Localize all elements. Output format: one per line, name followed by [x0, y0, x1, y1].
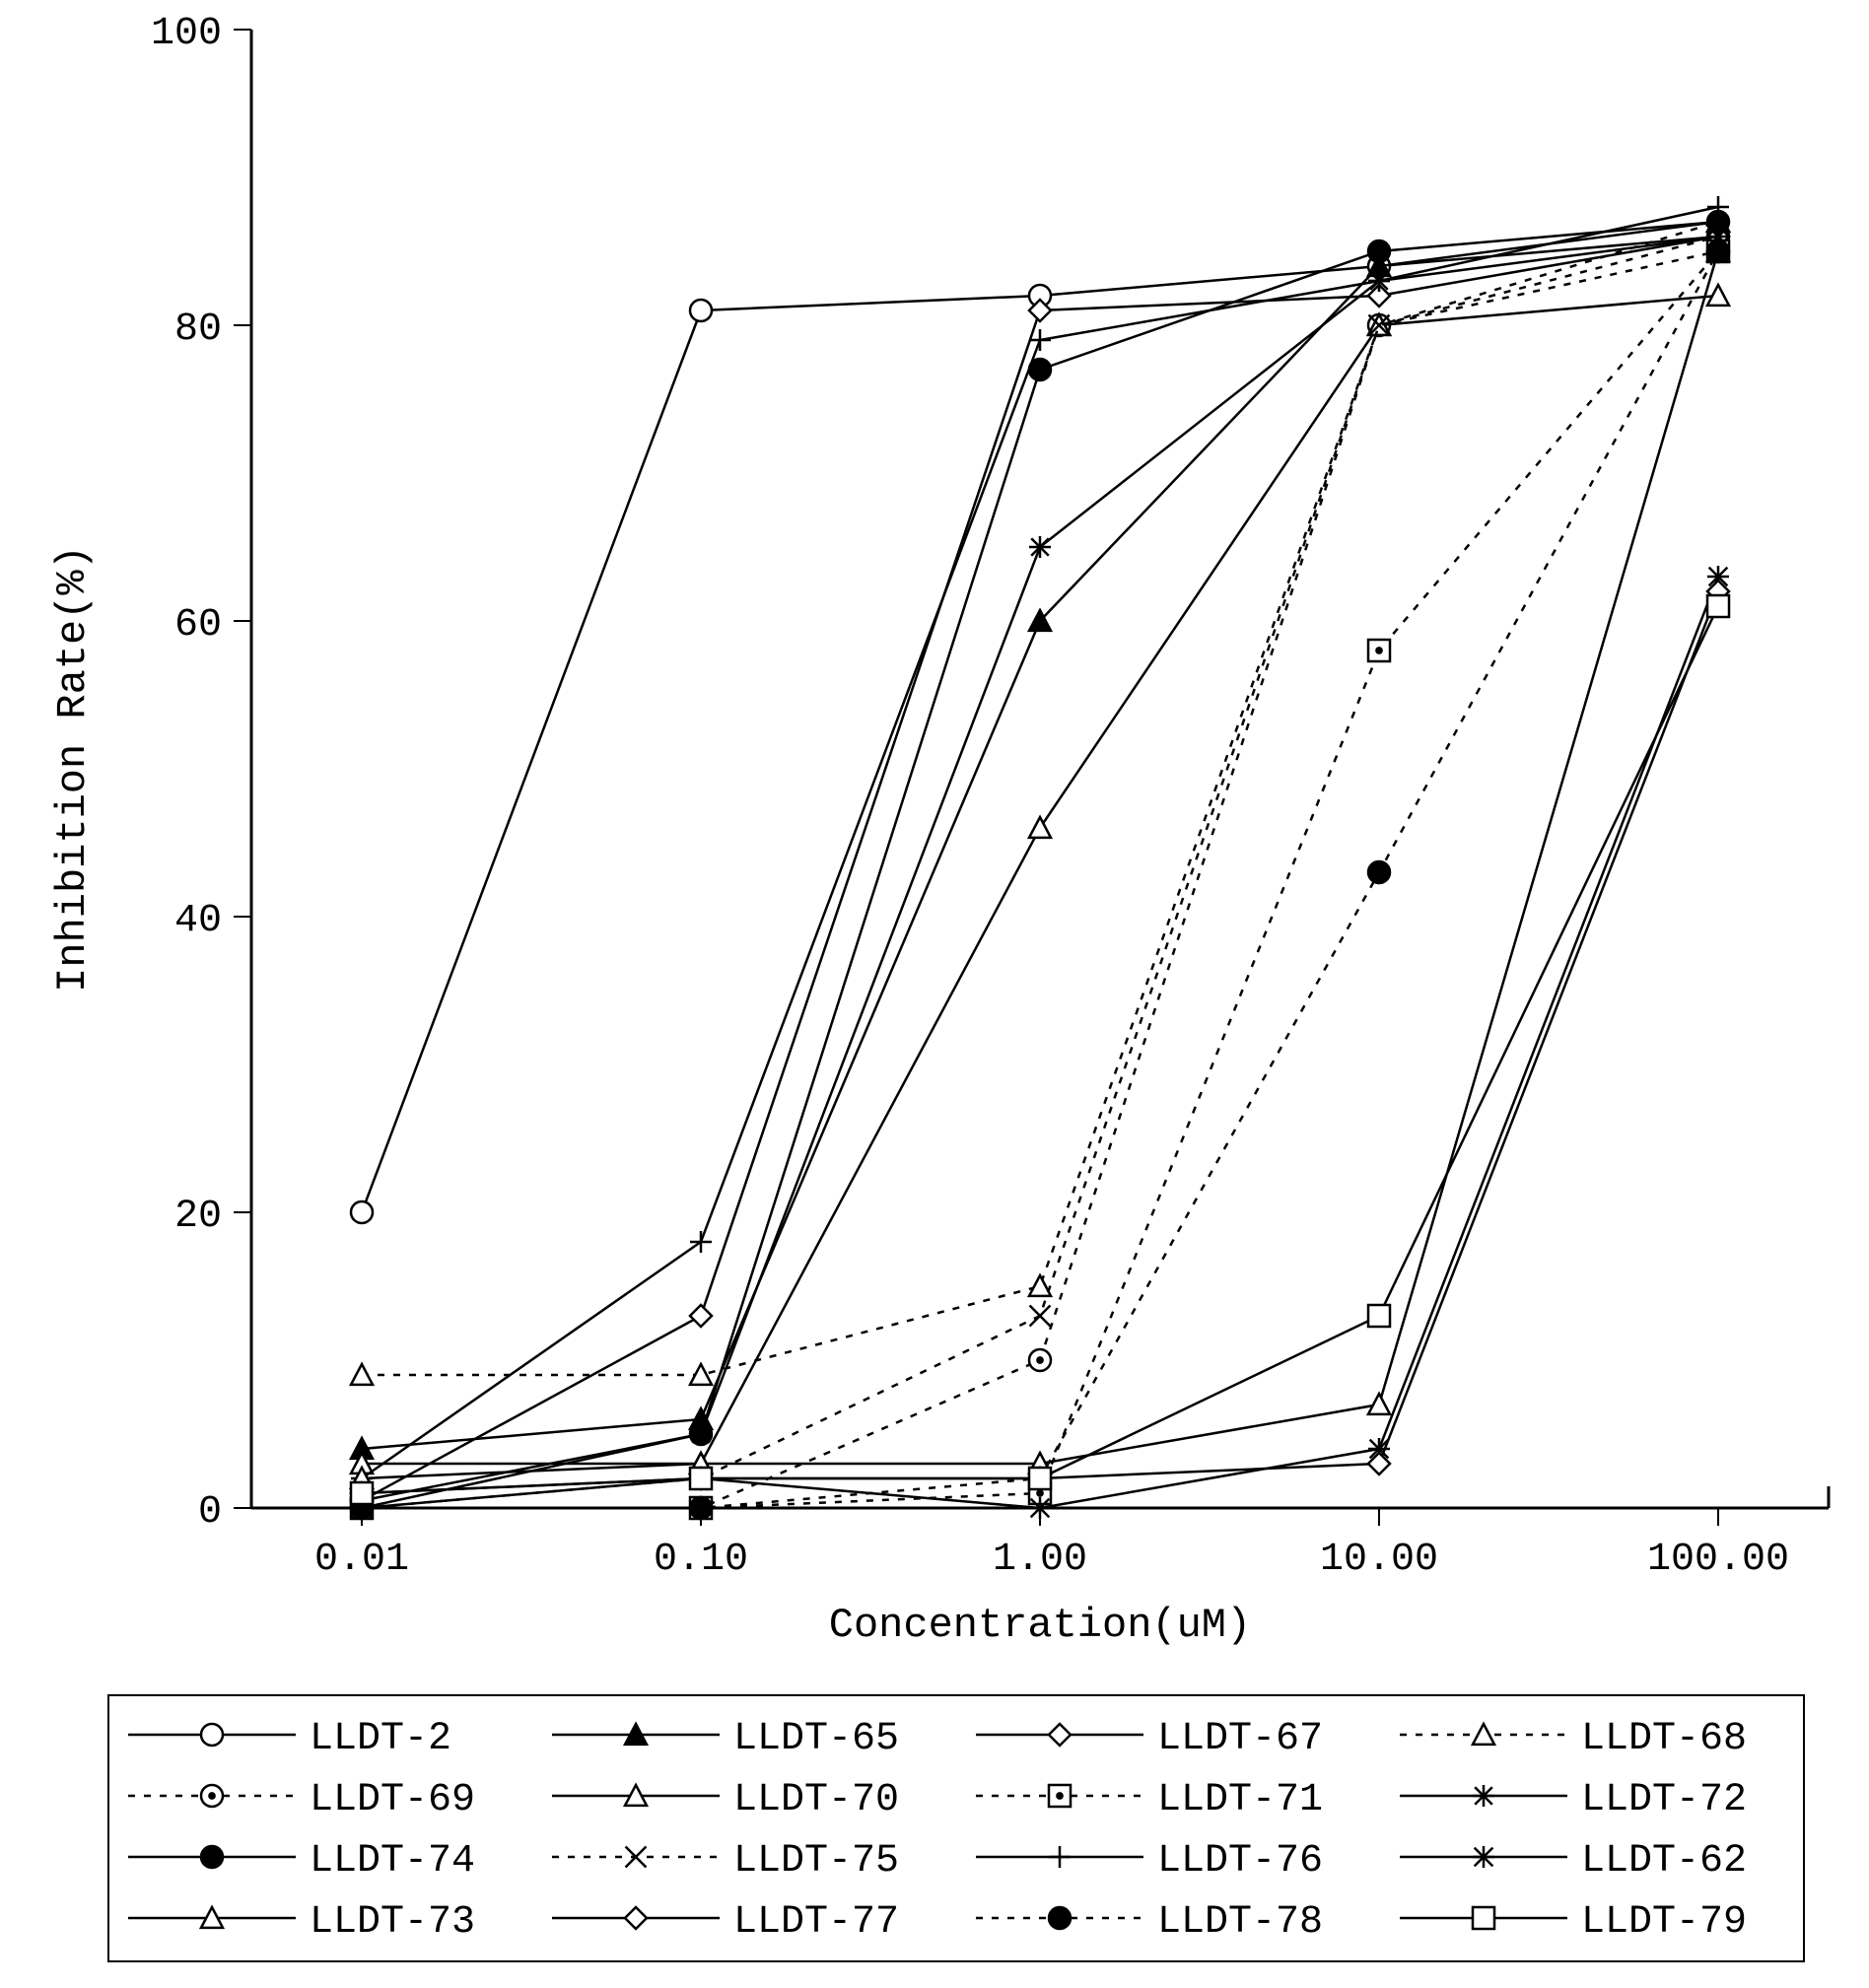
series-LLDT-78	[351, 240, 1729, 1519]
legend-label: LLDT-67	[1157, 1717, 1323, 1761]
series-LLDT-68	[351, 211, 1729, 1385]
legend-item-LLDT-62: LLDT-62	[1400, 1839, 1747, 1884]
legend-item-LLDT-68: LLDT-68	[1400, 1717, 1747, 1761]
legend-item-LLDT-71: LLDT-71	[976, 1778, 1323, 1822]
legend-item-LLDT-78: LLDT-78	[976, 1900, 1323, 1945]
legend-label: LLDT-72	[1581, 1778, 1747, 1822]
legend-label: LLDT-65	[733, 1717, 899, 1761]
legend-label: LLDT-2	[310, 1717, 451, 1761]
legend-item-LLDT-73: LLDT-73	[128, 1900, 475, 1945]
legend: LLDT-2 LLDT-65 LLDT-67 LLDT-68 LLDT-69 LLDT-7…	[108, 1695, 1804, 1961]
series-LLDT-71	[351, 240, 1729, 1519]
x-tick-label: 0.01	[314, 1538, 409, 1582]
x-tick-label: 10.00	[1320, 1538, 1438, 1582]
x-axis-label: Concentration(uM)	[829, 1602, 1251, 1649]
legend-item-LLDT-70: LLDT-70	[552, 1778, 899, 1822]
legend-item-LLDT-79: LLDT-79	[1400, 1900, 1747, 1945]
legend-item-LLDT-69: LLDT-69	[128, 1778, 475, 1822]
series-LLDT-75	[352, 227, 1729, 1519]
legend-label: LLDT-75	[733, 1839, 899, 1884]
legend-label: LLDT-78	[1157, 1900, 1323, 1945]
y-tick-label: 40	[174, 899, 222, 943]
series-LLDT-72	[351, 226, 1729, 1519]
legend-label: LLDT-62	[1581, 1839, 1747, 1884]
legend-label: LLDT-79	[1581, 1900, 1747, 1945]
legend-label: LLDT-73	[310, 1900, 475, 1945]
x-tick-label: 1.00	[993, 1538, 1087, 1582]
series-LLDT-67	[351, 226, 1729, 1512]
series-LLDT-69	[351, 240, 1729, 1519]
y-tick-label: 0	[198, 1490, 222, 1535]
legend-label: LLDT-77	[733, 1900, 899, 1945]
legend-item-LLDT-67: LLDT-67	[976, 1717, 1323, 1761]
legend-item-LLDT-76: LLDT-76	[976, 1839, 1323, 1884]
legend-item-LL-2: LLDT-2	[128, 1717, 451, 1761]
legend-label: LLDT-76	[1157, 1839, 1323, 1884]
y-tick-label: 20	[174, 1195, 222, 1239]
inhibition-rate-chart: 0 20 40 60 80 100 0.01 0.10 1.00 10.00 100.00 Conce…	[0, 0, 1869, 1988]
chart-container: 0 20 40 60 80 100 0.01 0.10 1.00 10.00 100.00 Conce…	[0, 0, 1869, 1988]
legend-item-LLDT-75: LLDT-75	[552, 1839, 899, 1884]
series-group	[351, 196, 1729, 1519]
legend-label: LLDT-68	[1581, 1717, 1747, 1761]
y-axis-label: Inhibition Rate(%)	[49, 545, 97, 993]
x-tick-label: 0.10	[654, 1538, 748, 1582]
legend-item-LLDT-77: LLDT-77	[552, 1900, 899, 1945]
legend-label: LLDT-69	[310, 1778, 475, 1822]
legend-item-LLDT-65: LLDT-65	[552, 1717, 899, 1761]
legend-item-LLDT-74: LLDT-74	[128, 1839, 475, 1884]
series-LLDT-73	[351, 240, 1729, 1488]
legend-label: LLDT-74	[310, 1839, 475, 1884]
y-tick-label: 60	[174, 603, 222, 648]
legend-item-LLDT-72: LLDT-72	[1400, 1778, 1747, 1822]
legend-label: LLDT-71	[1157, 1778, 1323, 1822]
y-tick-label: 100	[151, 12, 222, 56]
legend-label: LLDT-70	[733, 1778, 899, 1822]
y-tick-label: 80	[174, 308, 222, 352]
x-tick-label: 100.00	[1647, 1538, 1789, 1582]
